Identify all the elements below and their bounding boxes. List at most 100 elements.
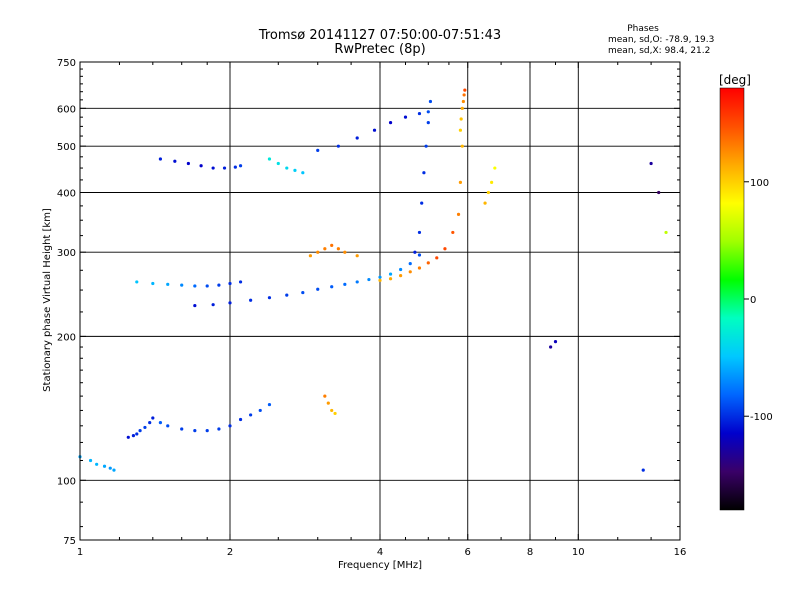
data-point — [490, 180, 494, 184]
data-point — [102, 464, 107, 468]
data-point — [108, 466, 112, 470]
data-point — [458, 180, 463, 184]
chart-subtitle: RwPretec (8p) — [334, 42, 425, 57]
colorbar-tick-label: 100 — [750, 178, 769, 189]
data-point — [403, 115, 408, 119]
data-point — [126, 435, 130, 439]
data-point — [233, 165, 237, 169]
data-point — [426, 121, 430, 125]
x-tick-label: 1 — [77, 547, 83, 558]
data-point — [378, 278, 382, 282]
data-point — [151, 281, 155, 286]
colorbar-gradient — [719, 87, 745, 511]
data-point — [417, 230, 422, 235]
data-point — [267, 157, 272, 161]
data-point — [180, 427, 184, 431]
data-point — [316, 148, 320, 152]
x-tick-label: 8 — [527, 547, 533, 558]
data-point — [355, 254, 359, 258]
data-point — [458, 128, 463, 132]
data-point — [333, 411, 337, 416]
data-point — [420, 201, 424, 205]
data-point — [267, 296, 272, 300]
data-point — [460, 106, 464, 110]
data-point — [228, 424, 232, 428]
y-tick-label: 200 — [57, 332, 76, 343]
data-point — [166, 282, 170, 286]
data-point — [222, 166, 227, 170]
data-point — [217, 427, 221, 431]
data-point — [456, 212, 461, 216]
stats-heading: Phases — [627, 24, 659, 34]
data-point — [186, 161, 190, 166]
data-point — [211, 303, 215, 307]
chart-title: Tromsø 20141127 07:50:00-07:51:43 — [258, 28, 501, 43]
data-point — [193, 303, 197, 308]
data-point — [323, 247, 327, 251]
data-point — [205, 284, 209, 288]
data-point — [151, 416, 155, 420]
grid-layer — [80, 62, 680, 540]
colorbar-unit: [deg] — [719, 73, 751, 87]
data-point — [249, 413, 253, 417]
y-tick-label: 75 — [63, 536, 76, 547]
y-tick-label: 100 — [57, 476, 76, 487]
data-point — [285, 293, 289, 297]
data-point — [422, 171, 426, 175]
data-point — [435, 256, 439, 260]
data-point — [417, 266, 422, 270]
x-axis-ticks: 1 2 4 6 8 10 16 — [77, 62, 687, 558]
data-point — [408, 270, 412, 274]
data-point — [355, 136, 359, 140]
data-point — [553, 340, 558, 344]
data-point — [408, 261, 412, 266]
x-tick-label: 16 — [674, 547, 687, 558]
data-point — [193, 429, 197, 433]
data-point — [461, 99, 465, 104]
x-tick-label: 10 — [572, 547, 585, 558]
data-point — [267, 402, 272, 407]
data-point — [180, 283, 184, 287]
data-point — [483, 201, 487, 205]
data-point — [343, 282, 347, 286]
data-point — [205, 429, 209, 433]
data-point — [138, 429, 142, 433]
data-point — [664, 230, 668, 235]
data-point — [88, 458, 93, 463]
data-point — [95, 462, 99, 466]
phase-colorbar: [deg] 100 0 -100 — [719, 73, 773, 511]
data-point — [173, 159, 177, 163]
data-point — [217, 283, 221, 287]
y-tick-label: 750 — [57, 58, 76, 69]
data-point — [493, 166, 497, 170]
data-point — [378, 275, 382, 279]
data-point — [451, 230, 455, 235]
data-point — [343, 250, 347, 254]
data-point — [388, 272, 393, 276]
data-point — [238, 280, 243, 284]
data-point — [301, 171, 305, 175]
data-point — [199, 164, 203, 168]
data-point — [135, 432, 139, 436]
data-point — [285, 166, 289, 170]
data-point — [330, 408, 334, 413]
data-point — [426, 110, 430, 114]
data-point — [249, 298, 253, 302]
data-point — [238, 164, 243, 168]
colorbar-tick-label: -100 — [750, 412, 773, 423]
y-tick-label: 600 — [57, 104, 76, 115]
data-point — [323, 394, 327, 398]
colorbar-ticks: 100 0 -100 — [744, 178, 773, 423]
data-point — [649, 161, 653, 166]
data-point — [308, 254, 313, 258]
data-point — [443, 247, 447, 251]
data-point — [460, 144, 464, 148]
data-point — [462, 93, 466, 97]
data-point — [459, 117, 463, 121]
y-axis-label: Stationary phase Virtual Height [km] — [42, 208, 53, 392]
data-point — [131, 434, 136, 438]
data-point — [417, 253, 422, 257]
data-point — [330, 285, 334, 289]
x-tick-label: 2 — [227, 547, 233, 558]
